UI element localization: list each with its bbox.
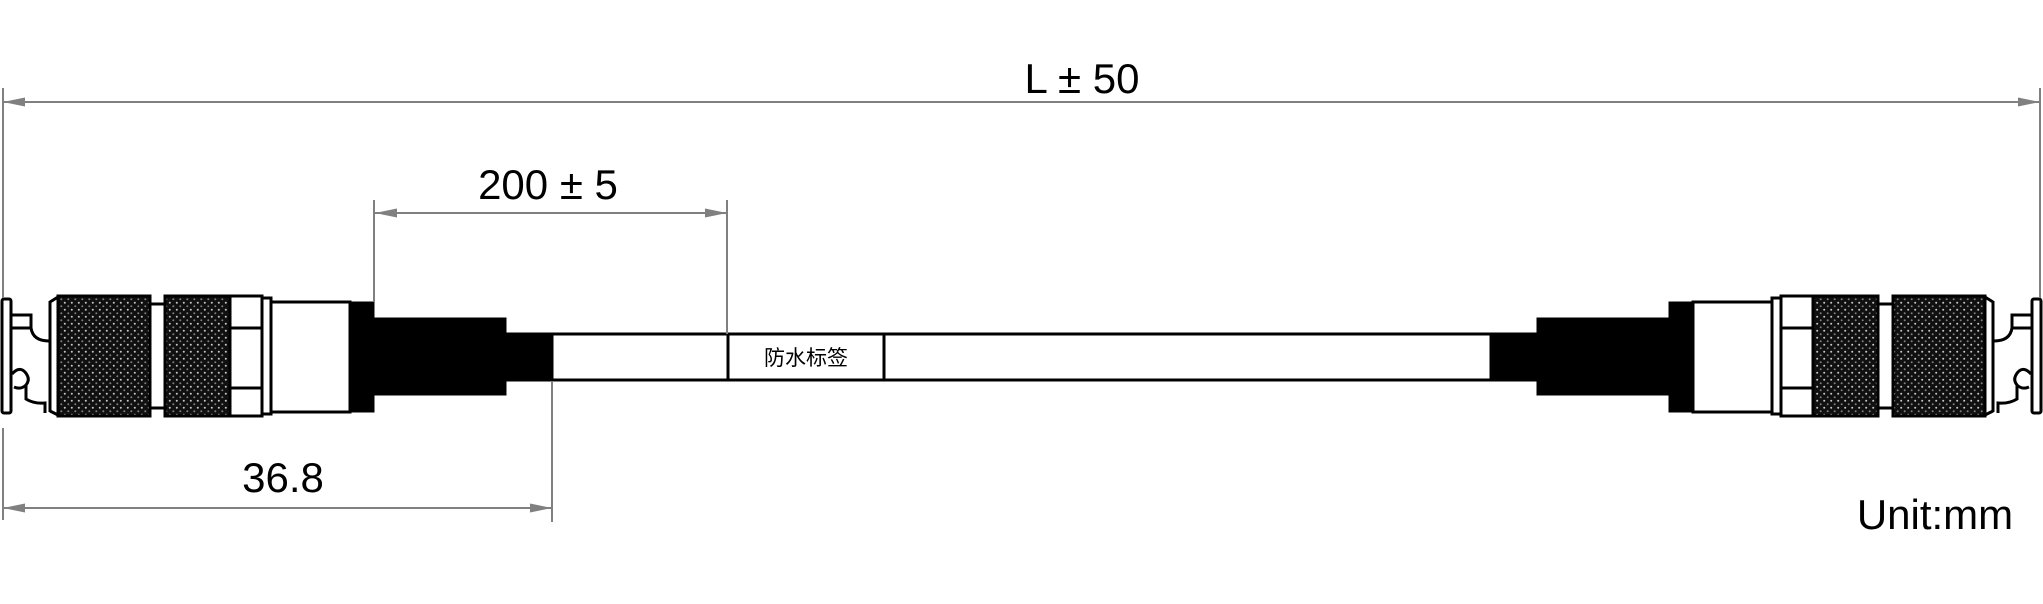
dimension-label-offset: 200 ± 5 — [373, 161, 728, 334]
dimension-overall-length: L ± 50 — [2, 55, 2041, 298]
dimension-connector-length: 36.8 — [2, 382, 553, 522]
cable — [550, 332, 1493, 382]
cable-label-text: 防水标签 — [764, 347, 848, 370]
dimension-overall-length-text: L ± 50 — [1025, 55, 1140, 102]
dimension-label-offset-text: 200 ± 5 — [478, 161, 618, 208]
connector-left — [0, 294, 554, 418]
cable-label-box: 防水标签 — [726, 334, 886, 380]
connector-right — [1489, 294, 2043, 418]
unit-note: Unit:mm — [1857, 491, 2013, 538]
dimension-connector-length-text: 36.8 — [242, 454, 324, 501]
